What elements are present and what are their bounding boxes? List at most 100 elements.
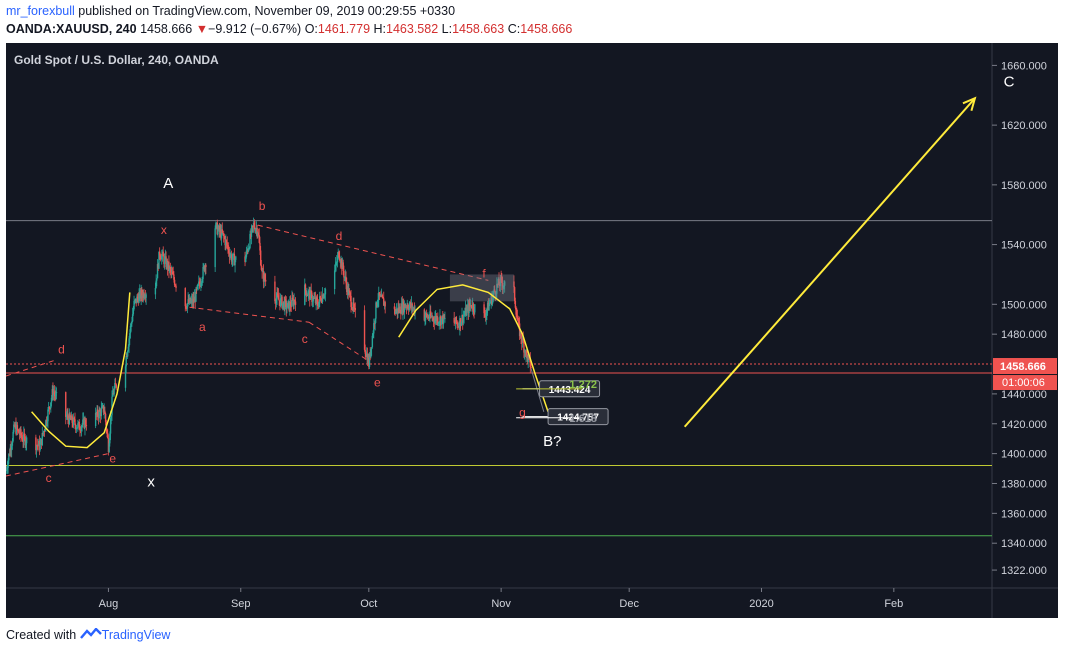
candle-body bbox=[261, 269, 263, 272]
candle-body bbox=[48, 406, 51, 408]
candle-body bbox=[380, 295, 382, 297]
candle-body bbox=[274, 301, 277, 304]
candle-body bbox=[193, 298, 195, 303]
candle-body bbox=[373, 323, 376, 325]
candle-body bbox=[341, 262, 344, 269]
candle-body bbox=[336, 262, 338, 264]
candle-body bbox=[317, 305, 320, 308]
candle-body bbox=[45, 420, 47, 430]
candle-body bbox=[188, 299, 190, 304]
candle-body bbox=[40, 439, 43, 446]
candle-body bbox=[319, 296, 322, 298]
candle-body bbox=[155, 280, 157, 288]
candle-body bbox=[307, 291, 310, 296]
candle-body bbox=[231, 259, 233, 262]
candle-body bbox=[347, 285, 349, 295]
candle-body bbox=[126, 351, 129, 357]
candle-body bbox=[315, 297, 317, 304]
candle-body bbox=[216, 222, 218, 235]
candle-body bbox=[457, 323, 459, 327]
candle-body bbox=[288, 301, 290, 311]
candle-body bbox=[260, 265, 263, 270]
price-tick-label: 1620.000 bbox=[1001, 120, 1047, 132]
candle-body bbox=[52, 392, 55, 396]
open-value: 1461.779 bbox=[317, 22, 371, 36]
candle-body bbox=[464, 313, 466, 316]
price-chart[interactable]: 1660.000 1620.000 1580.000 1540.000 1500.000… bbox=[6, 43, 1058, 618]
candle-body bbox=[289, 301, 292, 307]
candle-body bbox=[374, 318, 376, 324]
candle-body bbox=[109, 433, 111, 444]
candle-body bbox=[45, 420, 48, 424]
candle-body bbox=[371, 335, 374, 348]
candle-body bbox=[190, 300, 192, 303]
candle-body bbox=[17, 429, 19, 431]
candle-body bbox=[409, 302, 411, 306]
candle-body bbox=[377, 300, 379, 302]
candle-body bbox=[167, 261, 169, 269]
candle-body bbox=[255, 227, 258, 230]
candle-body bbox=[157, 264, 159, 269]
candle-body bbox=[250, 233, 252, 237]
candle-body bbox=[363, 310, 366, 350]
candle-body bbox=[52, 389, 54, 396]
candle-body bbox=[83, 418, 85, 429]
candle-body bbox=[380, 294, 383, 297]
candle-body bbox=[375, 302, 378, 307]
candle-body bbox=[257, 232, 259, 235]
candle-body bbox=[232, 253, 235, 255]
candle-body bbox=[497, 278, 499, 285]
candle-body bbox=[249, 233, 251, 248]
candle-body bbox=[494, 291, 497, 295]
candle-body bbox=[114, 383, 117, 385]
candle-body bbox=[466, 305, 469, 309]
candle-body bbox=[104, 410, 106, 414]
candle-body bbox=[225, 240, 227, 246]
candle-body bbox=[7, 460, 9, 468]
candle-body bbox=[489, 301, 492, 304]
candle-body bbox=[169, 266, 172, 270]
candle-body bbox=[502, 286, 504, 288]
tradingview-brand[interactable]: TradingView bbox=[101, 628, 171, 642]
candle-body bbox=[346, 285, 349, 293]
wave-label: b bbox=[259, 199, 266, 213]
candle-body bbox=[215, 223, 217, 229]
candle-body bbox=[256, 227, 258, 235]
candle-body bbox=[101, 406, 103, 409]
candle-body bbox=[313, 297, 315, 299]
candle-body bbox=[354, 307, 356, 311]
candle-body bbox=[75, 427, 78, 430]
candle-body bbox=[427, 316, 430, 319]
candle-body bbox=[343, 270, 345, 278]
candle-body bbox=[498, 278, 500, 286]
wave-label: d bbox=[58, 343, 65, 357]
triangle-lower-line-2 bbox=[308, 321, 370, 362]
price-tick-label: 1340.000 bbox=[1001, 538, 1047, 550]
candle-body bbox=[233, 253, 236, 266]
fib-ratio-label: 1.618 bbox=[569, 413, 597, 425]
candle-body bbox=[441, 315, 443, 319]
candle-body bbox=[516, 314, 518, 317]
time-tick-label: Dec bbox=[619, 598, 639, 610]
candle-body bbox=[353, 307, 356, 309]
candle-body bbox=[104, 413, 107, 422]
candle-body bbox=[500, 277, 502, 279]
candle-body bbox=[46, 421, 48, 424]
candle-body bbox=[138, 293, 140, 303]
candle-body bbox=[161, 251, 164, 256]
candle-body bbox=[47, 406, 50, 410]
candle-body bbox=[165, 256, 167, 268]
open-label: O: bbox=[304, 22, 318, 36]
author-link[interactable]: mr_forexbull bbox=[6, 4, 75, 18]
candle-body bbox=[463, 315, 465, 317]
candle-body bbox=[47, 409, 49, 422]
candle-body bbox=[289, 301, 291, 311]
candle-body bbox=[484, 313, 486, 316]
candle-body bbox=[131, 321, 133, 324]
chart-panel[interactable]: 1660.000 1620.000 1580.000 1540.000 1500.000… bbox=[6, 43, 1058, 618]
candle-body bbox=[227, 246, 229, 248]
candle-body bbox=[381, 294, 384, 298]
candle-body bbox=[226, 242, 228, 247]
candle-body bbox=[522, 337, 524, 343]
candle-body bbox=[145, 294, 147, 298]
